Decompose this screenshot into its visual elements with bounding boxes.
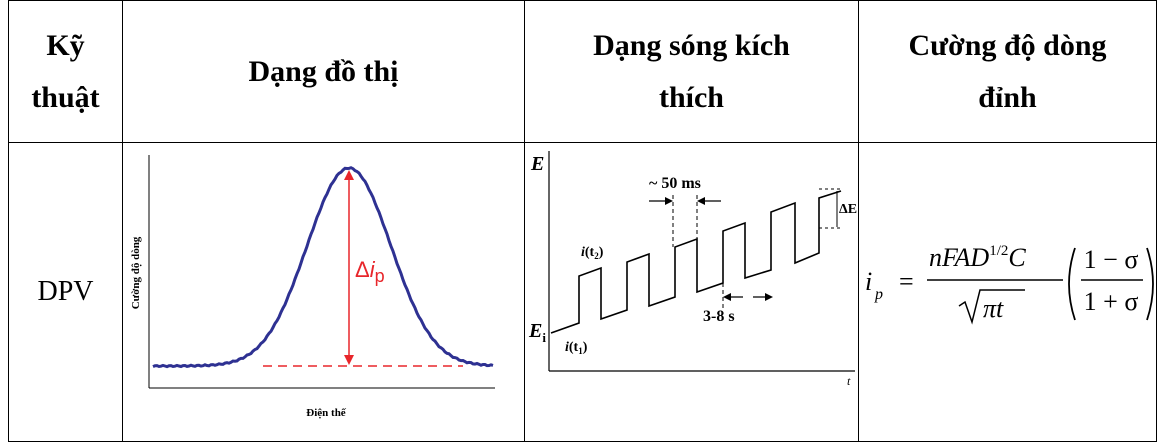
frac2-denominator: 1 + σ [1084, 287, 1139, 316]
header-graph-label: Dạng đồ thị [248, 54, 399, 88]
peak-curve [152, 166, 494, 369]
pulse-arrowhead-right [697, 197, 705, 205]
header-peak-current-line2: đỉnh [978, 80, 1037, 114]
header-row: Kỹ thuật Dạng đồ thị Dạng sóng kích thíc… [8, 0, 1157, 143]
frac2-numerator: 1 − σ [1084, 245, 1139, 274]
formula-lhs-sub: p [874, 286, 883, 303]
period-label: 3-8 s [703, 308, 735, 325]
peak-graph-figure: Cường độ dòng Điện thế Δip [130, 155, 495, 419]
header-peak-current-line1: Cường độ dòng [908, 28, 1107, 62]
x-axis-label: Điện thế [306, 407, 347, 419]
waveform-cell: E t ~ 50 ms ΔE [524, 142, 859, 442]
formula-cell: i p = nFAD1/2C πt 1 − σ 1 + σ [858, 142, 1157, 442]
formula-equals: = [899, 267, 914, 296]
period-arrowhead-right [765, 293, 773, 301]
pulse-waveform [550, 190, 842, 334]
i-t1-label: i(t1) [565, 340, 588, 356]
formula-denominator: πt [983, 294, 1004, 323]
pulse-arrowhead-left [665, 197, 673, 205]
header-waveform-line2: thích [658, 80, 724, 114]
formula-lhs: i [865, 267, 872, 296]
sqrt-sign [958, 288, 1025, 325]
right-paren [1146, 247, 1154, 320]
waveform-axis-label: E [530, 153, 544, 175]
y-axis-label: Cường độ dòng [130, 236, 142, 309]
delta-arrow-head-top [344, 170, 354, 180]
waveform-figure: E t ~ 50 ms ΔE [528, 151, 857, 388]
left-paren [1068, 247, 1076, 320]
header-technique-line1: Kỹ [46, 28, 85, 62]
formula-numerator: nFAD1/2C [929, 243, 1026, 272]
header-graph: Dạng đồ thị [122, 0, 525, 143]
graph-cell: Cường độ dòng Điện thế Δip [122, 142, 525, 442]
header-waveform-line1: Dạng sóng kích [593, 28, 790, 62]
period-arrowhead-left [723, 293, 731, 301]
header-technique-line2: thuật [31, 80, 100, 114]
waveform-x-fragment: t [847, 374, 851, 388]
step-label: ΔE [839, 202, 857, 217]
technique-cell: DPV [8, 142, 123, 442]
header-technique: Kỹ thuật [8, 0, 123, 143]
pulse-width-label: ~ 50 ms [649, 175, 701, 192]
peak-current-formula: i p = nFAD1/2C πt 1 − σ 1 + σ [865, 243, 1154, 325]
dpv-row: DPV Cường độ dòng Điện thế Δip [8, 142, 1157, 442]
technique-name: DPV [37, 276, 94, 307]
delta-ip-label: Δip [355, 257, 385, 286]
i-t2-label: i(t2) [581, 245, 604, 261]
header-waveform: Dạng sóng kích thích [524, 0, 859, 143]
header-peak-current: Cường độ dòng đỉnh [858, 0, 1157, 143]
start-potential-label: Ei [528, 320, 546, 345]
comparison-table: Kỹ thuật Dạng đồ thị Dạng sóng kích thíc… [8, 0, 1157, 442]
delta-arrow-head-bottom [344, 355, 354, 365]
